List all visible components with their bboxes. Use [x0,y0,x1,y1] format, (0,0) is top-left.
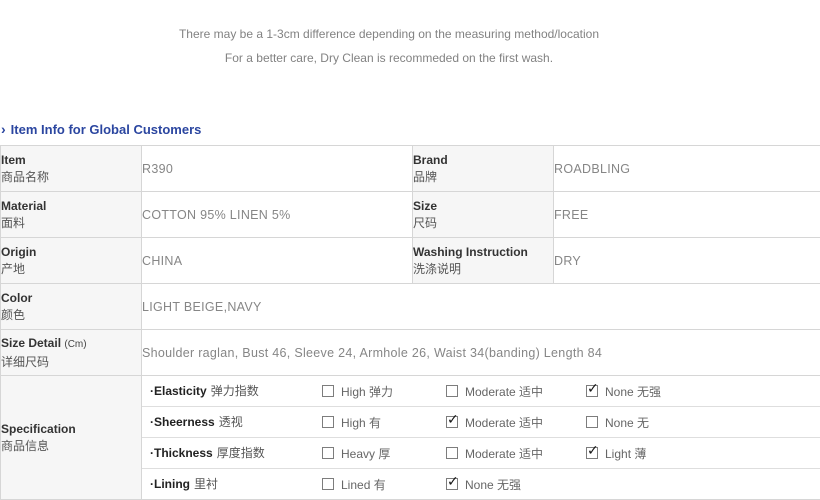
checkbox[interactable] [322,478,334,490]
checkmark-icon: ✓ [447,411,459,427]
spec-row-elasticity: ·Elasticity 弹力指数 High 弹力 Moderate 适中 ✓ No… [142,376,820,407]
checkbox[interactable] [446,447,458,459]
spec-option: High 弹力 [322,383,446,400]
measuring-notice: There may be a 1-3cm difference dependin… [0,0,778,70]
washing-value: DRY [553,237,820,284]
size-detail-value: Shoulder raglan, Bust 46, Sleeve 24, Arm… [141,329,820,376]
notice-line-1: There may be a 1-3cm difference dependin… [178,27,600,41]
option-label: Heavy 厚 [341,446,391,461]
table-row-origin-washing: Origin 产地 CHINA Washing Instruction 洗涤说明… [0,237,820,284]
section-title: › Item Info for Global Customers [1,122,820,137]
spec-option: ✓ Light 薄 [586,443,647,462]
spec-option: High 有 [322,414,446,431]
size-detail-label: Size Detail (Cm) 详细尺码 [0,329,142,376]
notice-line-2: For a better care, Dry Clean is recommed… [224,51,554,65]
color-value: LIGHT BEIGE,NAVY [141,283,820,330]
checkbox[interactable]: ✓ [586,443,599,459]
option-label: None 无强 [605,384,662,399]
brand-value: ROADBLING [553,145,820,192]
spec-option: ✓ Moderate 适中 [446,412,586,431]
section-title-text: Item Info for Global Customers [10,122,202,137]
checkbox[interactable] [322,447,334,459]
option-label: High 弹力 [341,384,394,399]
spec-option: Heavy 厚 [322,445,446,462]
table-row-specification: Specification 商品信息 ·Elasticity 弹力指数 High … [0,375,820,500]
option-label: Lined 有 [341,477,386,492]
item-label: Item 商品名称 [0,145,142,192]
checkmark-icon: ✓ [587,442,599,458]
checkbox[interactable]: ✓ [446,474,459,490]
spec-option: Moderate 适中 [446,383,586,400]
table-row-material-size: Material 面料 COTTON 95% LINEN 5% Size 尺码 … [0,191,820,238]
size-label: Size 尺码 [412,191,554,238]
table-row-item-brand: Item 商品名称 R390 Brand 品牌 ROADBLING [0,145,820,192]
spec-row-lining: ·Lining 里衬 Lined 有 ✓ None 无强 [150,473,522,493]
checkbox[interactable] [586,416,598,428]
specification-label: Specification 商品信息 [0,375,142,500]
option-label: Light 薄 [605,446,647,461]
checkbox[interactable]: ✓ [586,381,599,397]
spec-option: None 无 [586,414,649,431]
table-row-size-detail: Size Detail (Cm) 详细尺码 Shoulder raglan, B… [0,329,820,376]
spec-option: Moderate 适中 [446,445,586,462]
checkmark-icon: ✓ [587,380,599,396]
washing-label: Washing Instruction 洗涤说明 [412,237,554,284]
origin-value: CHINA [141,237,413,284]
spec-option: ✓ None 无强 [446,474,522,493]
option-label: Moderate 适中 [465,415,544,430]
checkbox[interactable] [322,416,334,428]
checkmark-icon: ✓ [447,473,459,489]
checkbox[interactable] [446,385,458,397]
color-label: Color 颜色 [0,283,142,330]
brand-label: Brand 品牌 [412,145,554,192]
size-value: FREE [553,191,820,238]
checkbox[interactable] [322,385,334,397]
option-label: High 有 [341,415,382,430]
origin-label: Origin 产地 [0,237,142,284]
option-label: Moderate 适中 [465,384,544,399]
material-value: COTTON 95% LINEN 5% [141,191,413,238]
item-info-table: Item 商品名称 R390 Brand 品牌 ROADBLING Materi… [0,145,820,500]
checkbox[interactable]: ✓ [446,412,459,428]
spec-row-sheerness: ·Sheerness 透视 High 有 ✓ Moderate 适中 None 无 [142,407,820,438]
option-label: Moderate 适中 [465,446,544,461]
specification-content: ·Elasticity 弹力指数 High 弹力 Moderate 适中 ✓ No… [141,375,820,500]
option-label: None 无 [605,415,650,430]
spec-option: Lined 有 [322,476,446,493]
spec-option: ✓ None 无强 [586,381,662,400]
material-label: Material 面料 [0,191,142,238]
option-label: None 无强 [465,477,522,492]
item-value: R390 [141,145,413,192]
chevron-right-icon: › [1,121,6,137]
table-row-color: Color 颜色 LIGHT BEIGE,NAVY [0,283,820,330]
unit-suffix: (Cm) [64,339,87,350]
spec-row-thickness: ·Thickness 厚度指数 Heavy 厚 Moderate 适中 ✓ Lig… [142,438,820,469]
